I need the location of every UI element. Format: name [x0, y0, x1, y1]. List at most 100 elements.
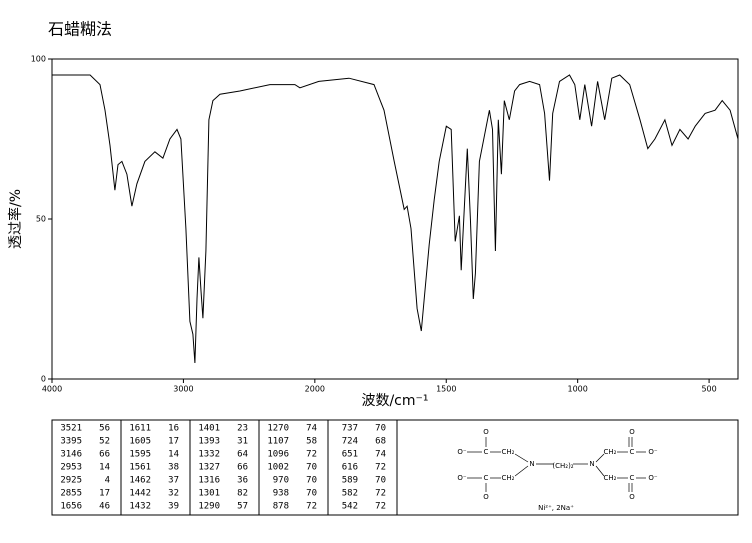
transmittance-cell: 72	[375, 502, 386, 512]
wavenumber-cell: 878	[273, 502, 289, 512]
bond	[595, 453, 605, 463]
plot-frame	[51, 58, 739, 380]
atom-label: O⁻	[648, 474, 658, 482]
transmittance-cell: 74	[375, 450, 386, 460]
atom-label: O	[483, 493, 489, 501]
wavenumber-cell: 1442	[129, 489, 151, 499]
wavenumber-cell: 1656	[60, 502, 82, 512]
transmittance-cell: 31	[237, 437, 248, 447]
atom-label: CH₂	[604, 448, 617, 456]
atom-label: CH₂	[502, 448, 515, 456]
wavenumber-cell: 1002	[267, 463, 289, 473]
wavenumber-cell: 651	[342, 450, 358, 460]
structure: O O⁻ C CH₂ N (CH₂)₂ N CH₂ C O O⁻ O⁻ C O CH₂ CH₂ C O O⁻ Ni²⁺…	[457, 428, 658, 512]
transmittance-cell: 39	[168, 502, 179, 512]
wavenumber-cell: 2925	[60, 476, 82, 486]
atom-label: C	[630, 448, 635, 456]
wavenumber-cell: 1605	[129, 437, 151, 447]
transmittance-cell: 17	[99, 489, 110, 499]
wavenumber-cell: 3521	[60, 424, 82, 434]
wavenumber-cell: 542	[342, 502, 358, 512]
atom-label: C	[484, 448, 489, 456]
bond	[595, 465, 605, 477]
atom-label: (CH₂)₂	[552, 462, 573, 470]
wavenumber-cell: 2953	[60, 463, 82, 473]
y-axis-label: 透过率/%	[7, 189, 24, 249]
wavenumber-cell: 1096	[267, 450, 289, 460]
wavenumber-cell: 1611	[129, 424, 151, 434]
transmittance-cell: 72	[306, 450, 317, 460]
x-axis-label: 波数/cm⁻¹	[361, 393, 428, 409]
atom-label: O	[483, 428, 489, 436]
y-tick-label: 100	[31, 55, 46, 64]
transmittance-cell: 52	[99, 437, 110, 447]
wavenumber-cell: 3395	[60, 437, 82, 447]
transmittance-cell: 14	[99, 463, 110, 473]
wavenumber-cell: 1327	[198, 463, 220, 473]
transmittance-cell: 46	[99, 502, 110, 512]
transmittance-cell: 17	[168, 437, 179, 447]
transmittance-cell: 72	[306, 502, 317, 512]
transmittance-cell: 36	[237, 476, 248, 486]
wavenumber-cell: 938	[273, 489, 289, 499]
wavenumber-cell: 1432	[129, 502, 151, 512]
y-tick-label: 50	[36, 215, 46, 224]
x-tick-label: 1500	[436, 385, 456, 394]
wavenumber-cell: 1332	[198, 450, 220, 460]
x-tick-label: 3000	[173, 385, 193, 394]
bond	[514, 465, 529, 477]
wavenumber-cell: 1561	[129, 463, 151, 473]
transmittance-cell: 72	[375, 489, 386, 499]
wavenumber-cell: 1316	[198, 476, 220, 486]
transmittance-cell: 16	[168, 424, 179, 434]
chart-title: 石蜡糊法	[48, 20, 112, 39]
transmittance-cell: 32	[168, 489, 179, 499]
wavenumber-cell: 1393	[198, 437, 220, 447]
x-tick-label: 1000	[567, 385, 587, 394]
wavenumber-cell: 1301	[198, 489, 220, 499]
atom-label: C	[630, 474, 635, 482]
transmittance-cell: 57	[237, 502, 248, 512]
x-tick-label: 500	[701, 385, 716, 394]
transmittance-cell: 56	[99, 424, 110, 434]
wavenumber-cell: 1595	[129, 450, 151, 460]
transmittance-cell: 38	[168, 463, 179, 473]
wavenumber-cell: 589	[342, 476, 358, 486]
transmittance-cell: 58	[306, 437, 317, 447]
wavenumber-cell: 2855	[60, 489, 82, 499]
wavenumber-cell: 1270	[267, 424, 289, 434]
transmittance-cell: 70	[375, 424, 386, 434]
atom-label: C	[484, 474, 489, 482]
transmittance-cell: 23	[237, 424, 248, 434]
peak-table: 3521 56 1611 16 1401 23 1270 74 737 70 3395 52 1605 1…	[60, 420, 398, 515]
wavenumber-cell: 737	[342, 424, 358, 434]
transmittance-cell: 70	[306, 489, 317, 499]
wavenumber-cell: 1401	[198, 424, 220, 434]
spectrum-line	[52, 74, 739, 364]
wavenumber-cell: 616	[342, 463, 358, 473]
transmittance-cell: 82	[237, 489, 248, 499]
atom-label: N	[589, 460, 594, 468]
y-tick-label: 0	[41, 375, 46, 384]
atom-label: CH₂	[502, 474, 515, 482]
wavenumber-cell: 3146	[60, 450, 82, 460]
wavenumber-cell: 1290	[198, 502, 220, 512]
transmittance-cell: 64	[237, 450, 248, 460]
transmittance-cell: 4	[105, 476, 110, 486]
wavenumber-cell: 1462	[129, 476, 151, 486]
transmittance-cell: 70	[306, 476, 317, 486]
bond	[514, 453, 529, 463]
atom-label: O⁻	[648, 448, 658, 456]
atom-label: O⁻	[457, 448, 467, 456]
atom-label: O⁻	[457, 474, 467, 482]
wavenumber-cell: 1107	[267, 437, 289, 447]
transmittance-cell: 66	[99, 450, 110, 460]
x-tick-label: 4000	[42, 385, 62, 394]
atom-label: O	[629, 428, 635, 436]
wavenumber-cell: 970	[273, 476, 289, 486]
atom-label: N	[529, 460, 534, 468]
wavenumber-cell: 582	[342, 489, 358, 499]
x-tick-label: 2000	[305, 385, 325, 394]
transmittance-cell: 37	[168, 476, 179, 486]
